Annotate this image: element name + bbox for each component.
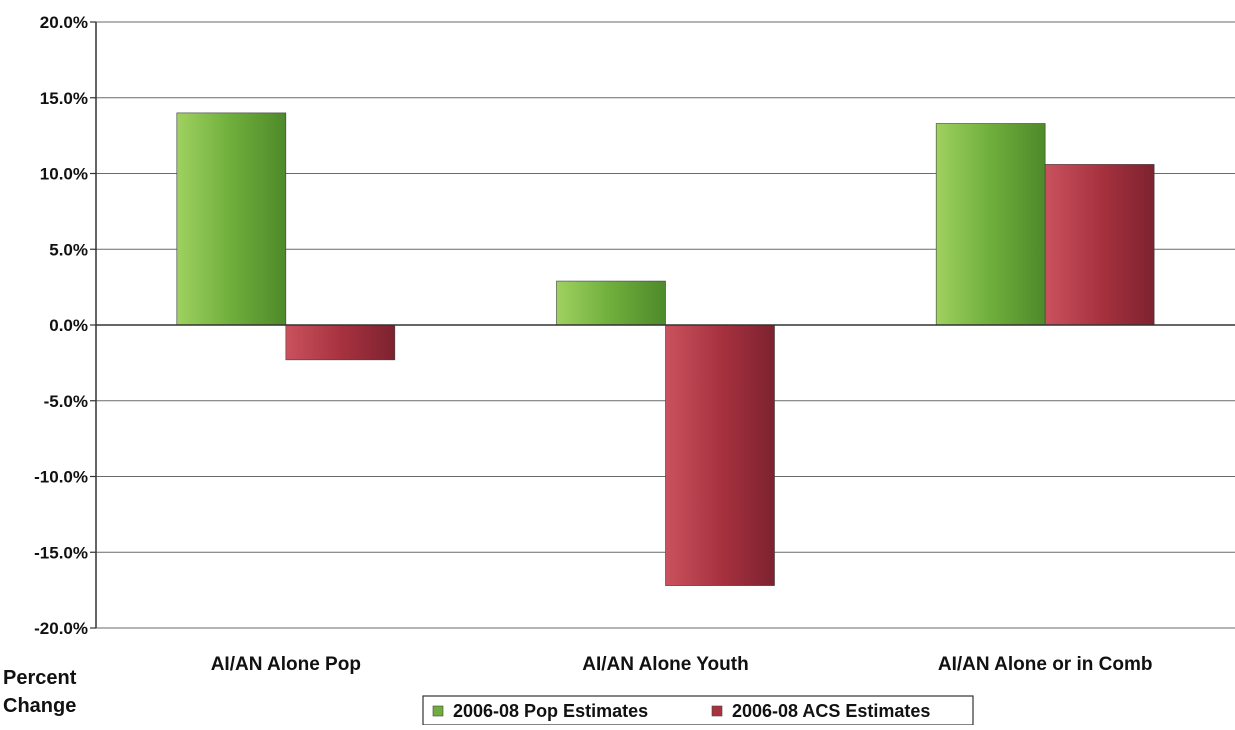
bars: [176, 112, 1155, 586]
y-tick-label: -20.0%: [34, 619, 88, 638]
bar-pop-estimates: [935, 123, 1046, 326]
legend-swatch-acs-estimates: [711, 705, 723, 717]
bar-pop-estimates: [556, 280, 666, 326]
y-tick-label: 15.0%: [40, 89, 88, 108]
bar-acs-estimates: [665, 324, 775, 586]
legend-label: 2006-08 ACS Estimates: [732, 701, 930, 721]
legend: 2006-08 Pop Estimates 2006-08 ACS Estimat…: [422, 695, 974, 726]
x-category-label: AI/AN Alone or in Comb: [938, 654, 1153, 675]
legend-box: [422, 695, 974, 726]
y-tick-label: 5.0%: [49, 240, 88, 259]
x-category-label: AI/AN Alone Pop: [211, 654, 361, 675]
axes: [90, 21, 1235, 629]
x-category-label: AI/AN Alone Youth: [582, 654, 748, 675]
y-axis-title: Change: [3, 695, 76, 717]
labels: 20.0% 15.0% 10.0% 5.0% 0.0% -5.0% -10.0% -15.0%…: [3, 13, 1152, 717]
y-axis-title: Percent: [3, 667, 77, 689]
y-tick-label: -15.0%: [34, 543, 88, 562]
bar-acs-estimates: [285, 324, 396, 361]
bar-acs-estimates: [1044, 164, 1155, 326]
y-tick-label: -5.0%: [44, 392, 88, 411]
y-tick-label: 10.0%: [40, 165, 88, 184]
y-tick-label: 20.0%: [40, 13, 88, 32]
y-tick-label: 0.0%: [49, 316, 88, 335]
y-tick-label: -10.0%: [34, 468, 88, 487]
legend-swatch-pop-estimates: [432, 705, 444, 717]
legend-label: 2006-08 Pop Estimates: [453, 701, 648, 721]
bar-pop-estimates: [176, 112, 287, 326]
